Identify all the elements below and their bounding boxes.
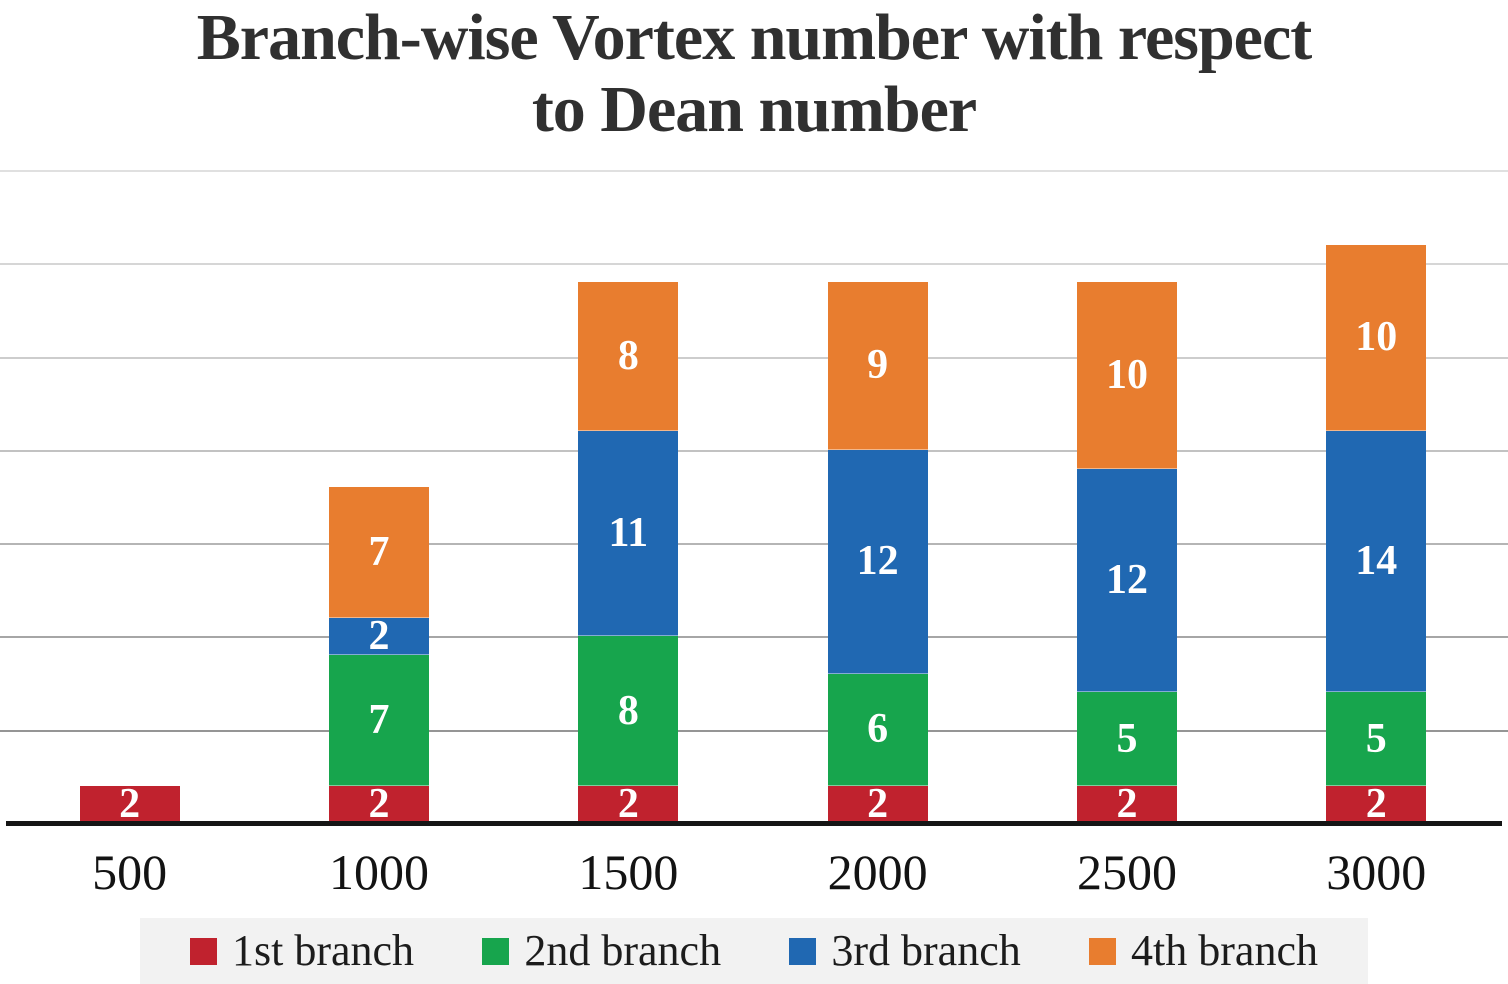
- gridline: [0, 356, 1508, 359]
- bar-segment: 10: [1076, 281, 1177, 469]
- legend-swatch-icon: [1089, 937, 1117, 965]
- gridline: [0, 543, 1508, 546]
- x-axis-line: [6, 821, 1502, 826]
- bar-segment: 8: [578, 281, 679, 432]
- bar-segment: 8: [578, 636, 679, 786]
- x-tick-label: 1000: [328, 844, 429, 900]
- stacked-bar-2000: 2 6 12 9: [827, 281, 928, 825]
- x-tick-label: 3000: [1326, 844, 1427, 900]
- bar-segment: 2: [1076, 783, 1177, 825]
- plot-area: 2 2 7 2 7 2 8 11 8 2 6 12 9 2 5 12 10 2 5 14 10: [0, 170, 1508, 825]
- legend-swatch-icon: [190, 937, 217, 965]
- bar-segment: 2: [79, 783, 180, 825]
- x-tick-label: 500: [92, 844, 168, 900]
- gridline: [0, 170, 1508, 172]
- x-tick-label: 1500: [578, 844, 679, 900]
- chart-title-line2: to Dean number: [531, 73, 977, 146]
- bar-segment: 14: [1326, 431, 1427, 693]
- stacked-bar-1500: 2 8 11 8: [578, 281, 679, 825]
- bar-slot-2000: 2 6 12 9: [753, 170, 1002, 825]
- bar-segment: 7: [328, 655, 429, 786]
- bar-segment: 12: [1076, 468, 1177, 693]
- x-axis-labels: 500 1000 1500 2000 2500 3000: [5, 836, 1501, 908]
- bar-segment: 7: [328, 487, 429, 618]
- bar-segment: 6: [827, 673, 928, 786]
- gridline: [0, 449, 1508, 452]
- legend-label: 1st branch: [232, 926, 415, 975]
- x-tick-label: 2000: [827, 844, 928, 900]
- bar-segment: 2: [328, 783, 429, 825]
- bar-segment: 10: [1326, 244, 1427, 432]
- bar-segment: 11: [578, 431, 679, 637]
- bar-segment: 5: [1076, 692, 1177, 786]
- bar-segment: 12: [827, 449, 928, 674]
- legend-item: 2nd branch: [482, 929, 721, 973]
- bar-segment: 2: [578, 783, 679, 825]
- legend-label: 3rd branch: [831, 926, 1021, 975]
- bar-segment: 9: [827, 281, 928, 450]
- chart-title-line1: Branch-wise Vortex number with respect: [196, 1, 1313, 74]
- gridline: [0, 729, 1508, 732]
- legend: 1st branch 2nd branch 3rd branch 4th branch: [140, 918, 1368, 984]
- stacked-bar-3000: 2 5 14 10: [1326, 244, 1427, 825]
- stacked-bar-2500: 2 5 12 10: [1076, 281, 1177, 825]
- bar-segment: 5: [1326, 692, 1427, 786]
- legend-item: 1st branch: [190, 929, 414, 973]
- legend-item: 3rd branch: [789, 926, 1021, 975]
- chart-title: Branch-wise Vortex number with respect t…: [0, 2, 1508, 146]
- legend-label: 2nd branch: [524, 926, 722, 975]
- legend-item: 4th branch: [1089, 929, 1318, 973]
- gridline: [0, 636, 1508, 639]
- gridline: [0, 263, 1508, 266]
- legend-label: 4th branch: [1131, 926, 1318, 975]
- legend-swatch-icon: [482, 937, 510, 965]
- bar-slot-2500: 2 5 12 10: [1002, 170, 1251, 825]
- bar-slot-1500: 2 8 11 8: [504, 170, 753, 825]
- legend-swatch-icon: [789, 937, 817, 965]
- bar-segment: 2: [328, 615, 429, 657]
- stacked-bar-500: 2: [79, 783, 180, 825]
- bar-slot-3000: 2 5 14 10: [1252, 170, 1501, 825]
- x-tick-label: 2500: [1076, 844, 1177, 900]
- bars-layer: 2 2 7 2 7 2 8 11 8 2 6 12 9 2 5 12 10 2 5 14 10: [5, 170, 1501, 825]
- bar-segment: 2: [1326, 783, 1427, 825]
- bar-segment: 2: [827, 783, 928, 825]
- bar-slot-500: 2: [5, 170, 254, 825]
